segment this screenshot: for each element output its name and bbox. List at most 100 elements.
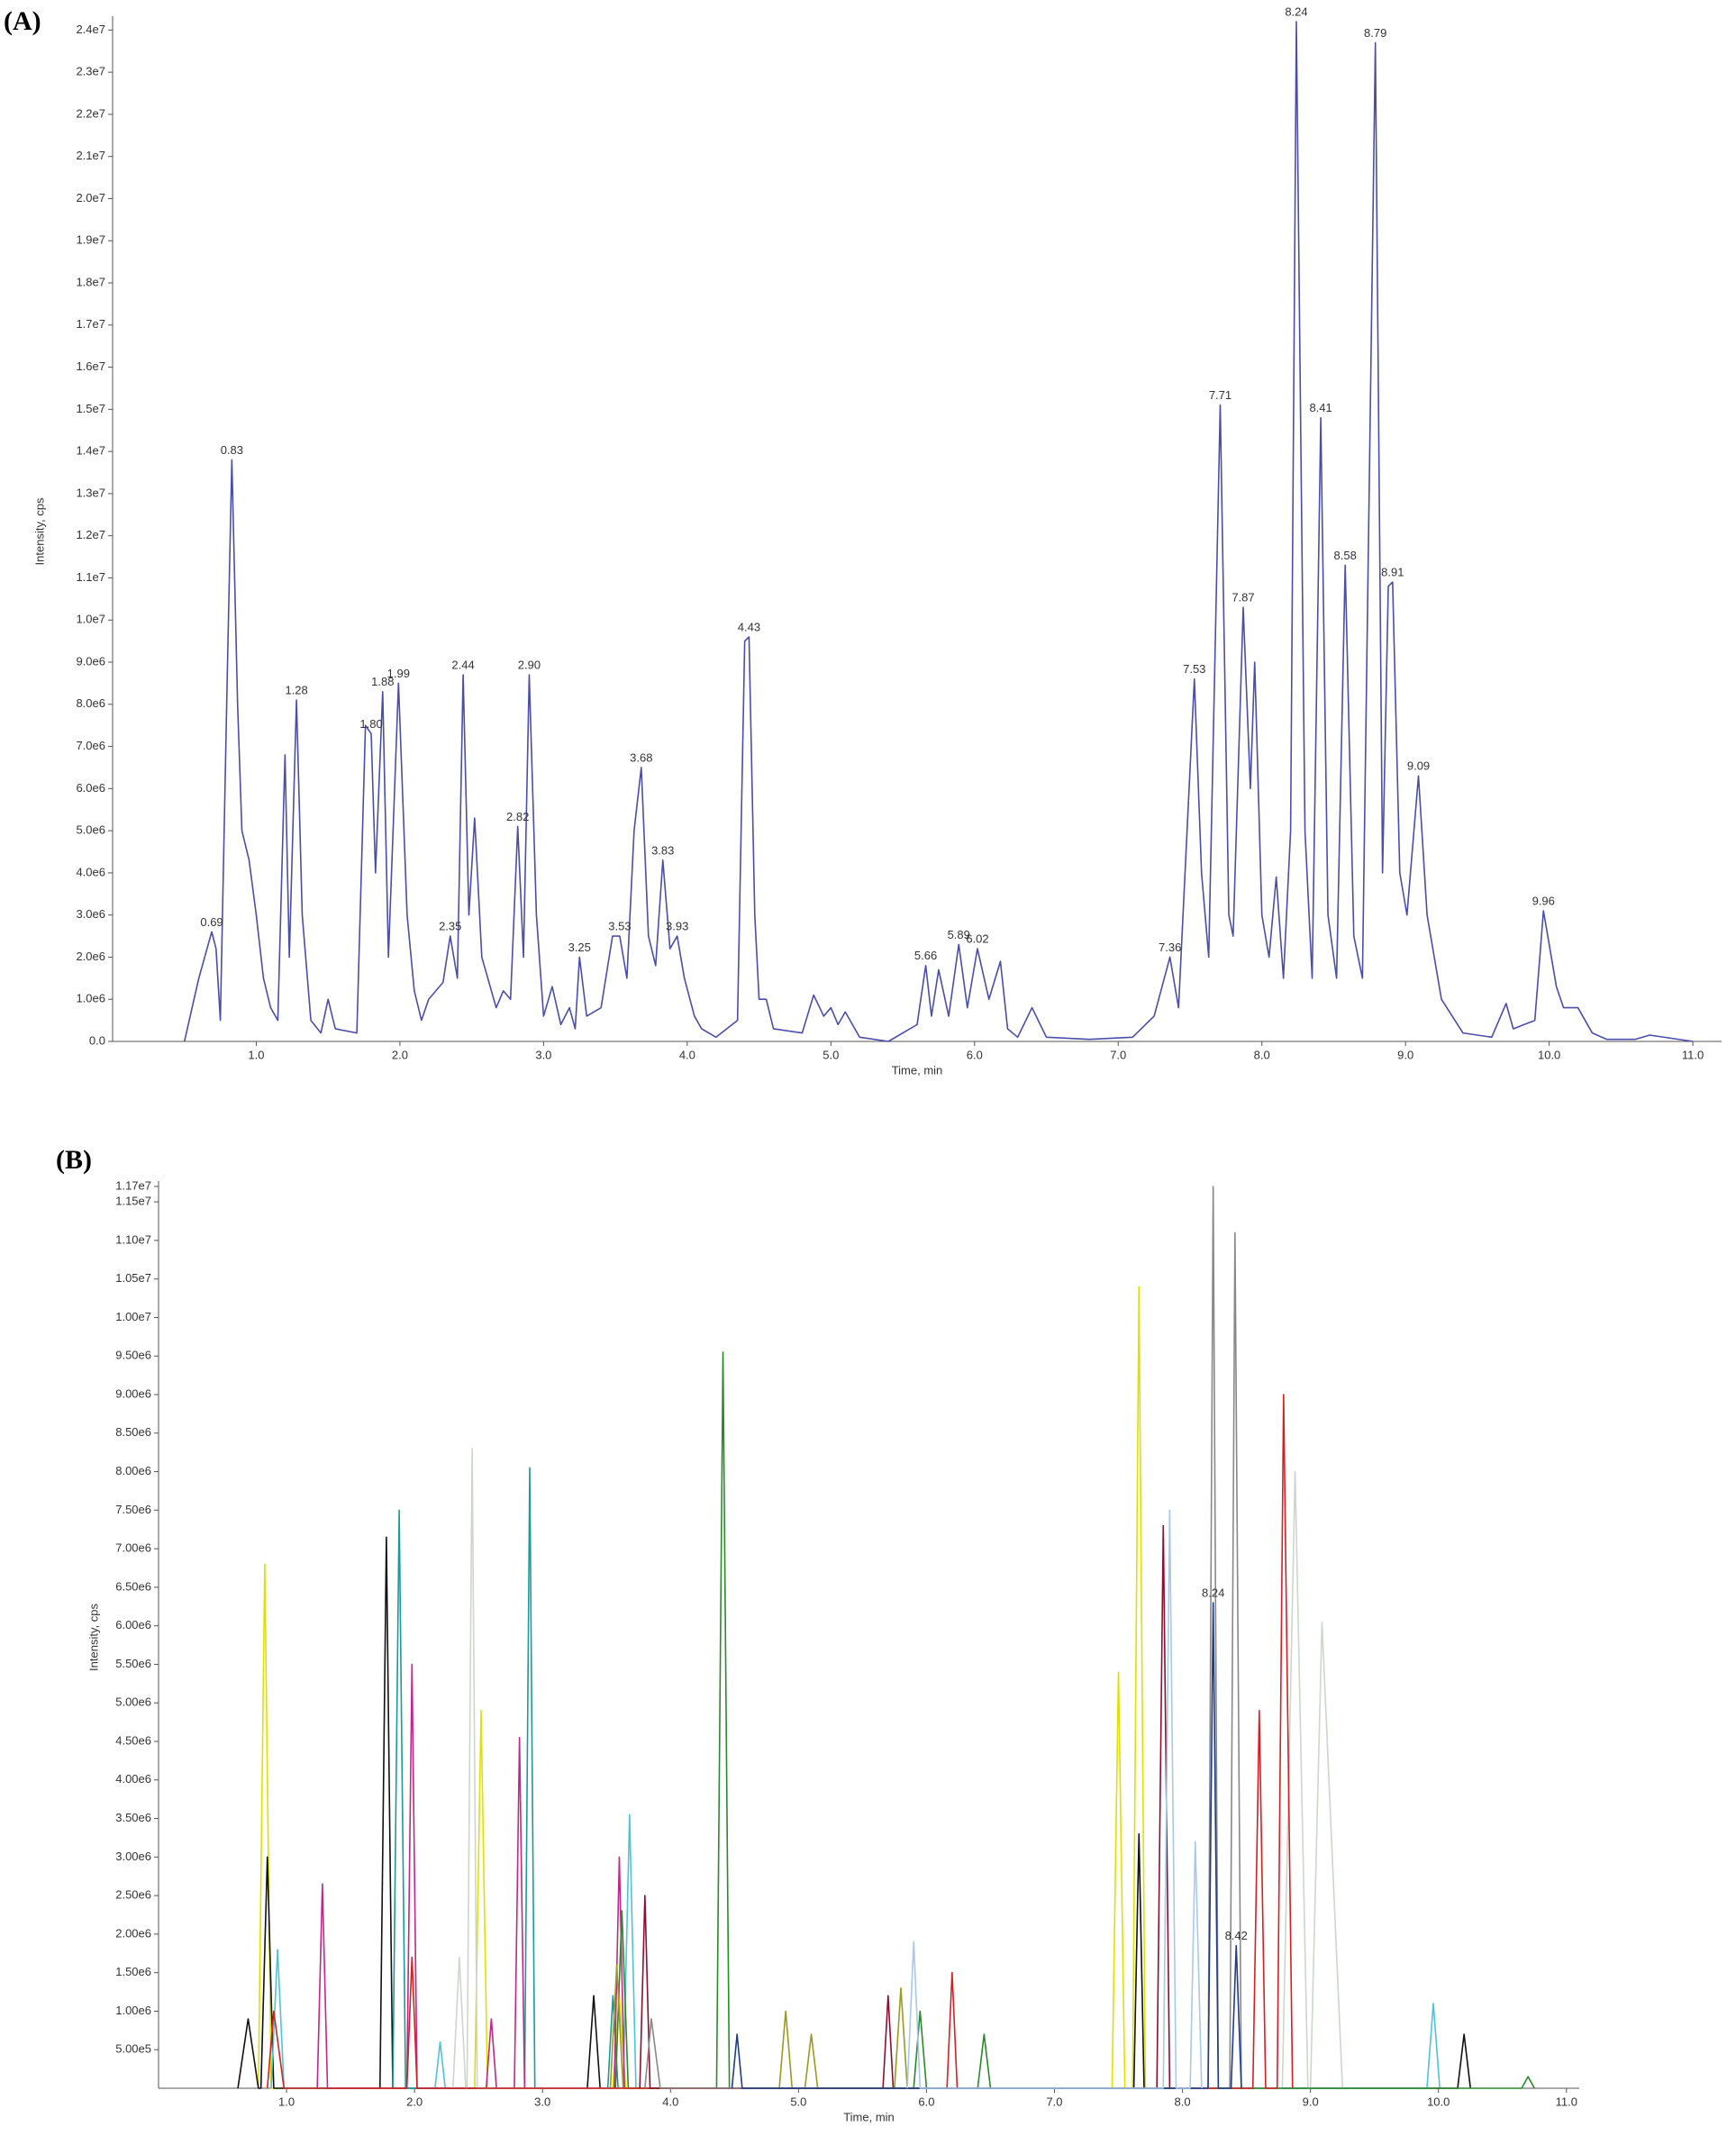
- y-tick-label: 2.4e7: [76, 23, 105, 36]
- x-axis-title: Time, min: [892, 1063, 943, 1077]
- y-tick-label: 3.50e6: [115, 1811, 151, 1824]
- x-tick-label: 1.0: [248, 1048, 264, 1061]
- series-line: [183, 21, 1694, 1042]
- y-tick-label: 6.50e6: [115, 1579, 151, 1593]
- peak-label: 3.68: [630, 750, 652, 764]
- peak-label: 3.83: [651, 843, 674, 857]
- y-tick-label: 2.50e6: [115, 1888, 151, 1902]
- series-line: [614, 1351, 1535, 2089]
- peak-label: 2.44: [451, 658, 474, 671]
- x-tick-label: 3.0: [535, 1048, 551, 1061]
- x-tick-label: 11.0: [1682, 1048, 1704, 1061]
- peak-label: 8.41: [1309, 401, 1332, 414]
- peak-label: 1.28: [285, 684, 307, 697]
- x-tick-label: 3.0: [534, 2095, 550, 2108]
- peak-label: 8.79: [1364, 26, 1386, 40]
- x-tick-label: 4.0: [662, 2095, 678, 2108]
- peak-label: 3.25: [568, 941, 591, 954]
- x-tick-label: 9.0: [1303, 2095, 1319, 2108]
- y-tick-label: 4.0e6: [76, 865, 105, 878]
- y-tick-label: 2.3e7: [76, 65, 105, 78]
- y-tick-label: 1.17e7: [115, 1178, 151, 1192]
- peak-label: 2.82: [506, 810, 529, 823]
- peak-label: 9.96: [1532, 894, 1555, 907]
- peak-label: 7.36: [1159, 941, 1181, 954]
- peak-label: 1.88: [371, 675, 394, 688]
- peak-label: 8.24: [1285, 5, 1307, 18]
- peak-label: 8.91: [1381, 566, 1404, 579]
- peak-label: 0.83: [221, 443, 243, 457]
- panel-label: (B): [56, 1145, 92, 1175]
- y-tick-label: 3.0e6: [76, 907, 105, 921]
- x-tick-label: 6.0: [918, 2095, 934, 2108]
- y-tick-label: 5.00e5: [115, 2042, 151, 2056]
- series-line: [731, 1602, 1242, 2089]
- x-tick-label: 10.0: [1427, 2095, 1450, 2108]
- y-tick-label: 2.1e7: [76, 149, 105, 162]
- y-tick-label: 0.0: [89, 1033, 105, 1047]
- y-axis-title: Intensity, cps: [86, 1604, 100, 1671]
- series-line: [392, 1467, 619, 2089]
- series-line: [639, 1524, 1171, 2089]
- series-line: [906, 1509, 1203, 2089]
- y-tick-label: 4.00e6: [115, 1772, 151, 1786]
- x-tick-label: 2.0: [406, 2095, 423, 2108]
- peak-label: 2.90: [518, 658, 541, 671]
- y-tick-label: 9.50e6: [115, 1349, 151, 1362]
- y-tick-label: 6.0e6: [76, 781, 105, 795]
- y-tick-label: 4.50e6: [115, 1733, 151, 1747]
- y-tick-label: 1.9e7: [76, 233, 105, 247]
- peak-label: 4.43: [738, 620, 760, 633]
- peak-label: 3.93: [666, 919, 688, 932]
- x-tick-label: 2.0: [392, 1048, 408, 1061]
- y-tick-label: 7.00e6: [115, 1541, 151, 1555]
- y-tick-label: 1.2e7: [76, 528, 105, 541]
- peak-label: 0.69: [200, 915, 223, 929]
- x-tick-label: 7.0: [1110, 1048, 1126, 1061]
- y-tick-label: 6.00e6: [115, 1618, 151, 1632]
- y-tick-label: 1.0e6: [76, 992, 105, 1005]
- y-tick-label: 7.0e6: [76, 739, 105, 752]
- peak-label: 2.35: [439, 919, 461, 932]
- y-tick-label: 2.2e7: [76, 106, 105, 120]
- peak-label: 7.87: [1232, 591, 1254, 604]
- series-line: [644, 1186, 1242, 2089]
- y-tick-label: 5.50e6: [115, 1657, 151, 1670]
- panel-label: (A): [4, 6, 41, 36]
- y-tick-label: 1.50e6: [115, 1965, 151, 1978]
- x-tick-label: 1.0: [278, 2095, 295, 2108]
- y-tick-label: 1.5e7: [76, 402, 105, 415]
- y-tick-label: 1.00e7: [115, 1310, 151, 1323]
- y-tick-label: 8.00e6: [115, 1464, 151, 1477]
- y-tick-label: 5.00e6: [115, 1695, 151, 1709]
- peak-label: 7.53: [1183, 662, 1205, 676]
- x-axis-title: Time, min: [843, 2110, 895, 2123]
- peak-label: 5.66: [914, 949, 937, 962]
- y-tick-label: 1.0e7: [76, 613, 105, 626]
- series-line: [609, 1964, 908, 2089]
- series-line: [237, 1536, 1472, 2089]
- x-tick-label: 4.0: [679, 1048, 695, 1061]
- x-tick-label: 10.0: [1538, 1048, 1560, 1061]
- y-tick-label: 1.8e7: [76, 275, 105, 288]
- peak-label: 5.89: [948, 928, 970, 941]
- y-tick-label: 1.6e7: [76, 359, 105, 373]
- y-tick-label: 5.0e6: [76, 823, 105, 837]
- y-tick-label: 8.50e6: [115, 1425, 151, 1439]
- y-axis-title: Intensity, cps: [32, 497, 46, 565]
- y-tick-label: 1.10e7: [115, 1232, 151, 1246]
- y-tick-label: 9.0e6: [76, 654, 105, 668]
- y-tick-label: 1.3e7: [76, 486, 105, 499]
- peak-label: 1.99: [387, 667, 410, 680]
- peak-label: 6.02: [966, 932, 988, 946]
- x-tick-label: 9.0: [1397, 1048, 1413, 1061]
- peak-label: 8.58: [1334, 549, 1357, 562]
- x-tick-label: 5.0: [790, 2095, 806, 2108]
- y-tick-label: 8.0e6: [76, 696, 105, 710]
- y-tick-label: 3.00e6: [115, 1850, 151, 1863]
- y-tick-label: 1.00e6: [115, 2004, 151, 2017]
- series-line: [316, 1663, 625, 2089]
- y-tick-label: 1.4e7: [76, 444, 105, 458]
- x-tick-label: 5.0: [823, 1048, 839, 1061]
- x-tick-label: 11.0: [1556, 2095, 1577, 2108]
